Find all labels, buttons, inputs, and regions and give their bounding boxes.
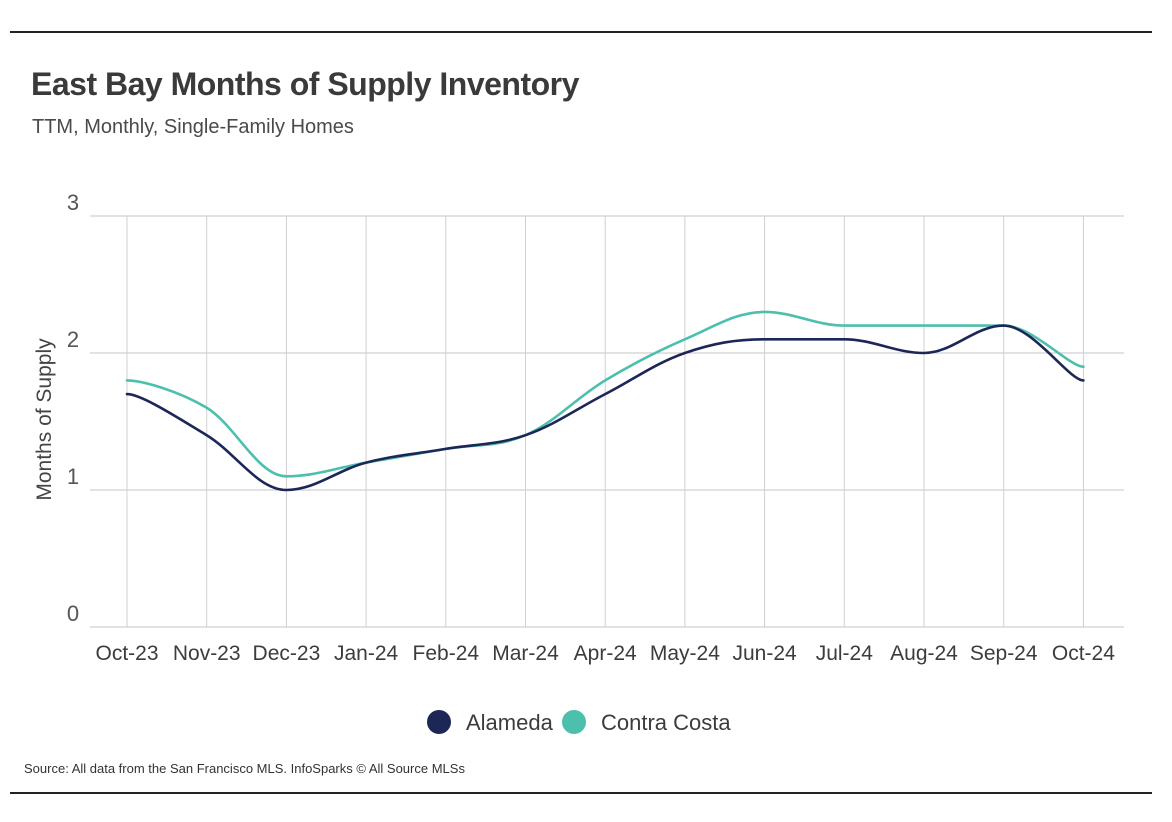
- series-line-contra-costa: [125, 310, 1085, 478]
- x-tick-label: Feb-24: [413, 642, 480, 665]
- y-tick-label: 2: [67, 327, 79, 352]
- x-tick-label: Mar-24: [492, 642, 559, 665]
- x-tick-label: Jan-24: [334, 642, 399, 665]
- series-line-alameda: [125, 324, 1085, 492]
- top-rule: [10, 31, 1152, 33]
- legend-marker-contra-costa: [562, 710, 586, 734]
- chart-subtitle: TTM, Monthly, Single-Family Homes: [32, 116, 354, 138]
- legend-label-contra-costa: Contra Costa: [601, 710, 731, 735]
- legend-marker-alameda: [427, 710, 451, 734]
- x-tick-label: Oct-23: [95, 642, 158, 665]
- x-tick-label: Dec-23: [253, 642, 321, 665]
- chart-title: East Bay Months of Supply Inventory: [31, 66, 579, 102]
- y-axis-label: Months of Supply: [33, 338, 56, 501]
- x-tick-label: Jun-24: [732, 642, 797, 665]
- legend-label-alameda: Alameda: [466, 710, 554, 735]
- y-tick-label: 3: [67, 190, 79, 215]
- source-note: Source: All data from the San Francisco …: [24, 761, 465, 776]
- x-tick-label: Jul-24: [816, 642, 874, 665]
- x-tick-label: Sep-24: [970, 642, 1038, 665]
- bottom-rule: [10, 792, 1152, 794]
- x-tick-label: Aug-24: [890, 642, 958, 665]
- x-tick-label: May-24: [650, 642, 720, 665]
- x-tick-label: Apr-24: [574, 642, 637, 665]
- y-tick-label: 1: [67, 464, 79, 489]
- x-tick-label: Nov-23: [173, 642, 241, 665]
- x-tick-label: Oct-24: [1052, 642, 1115, 665]
- y-tick-label: 0: [67, 601, 79, 626]
